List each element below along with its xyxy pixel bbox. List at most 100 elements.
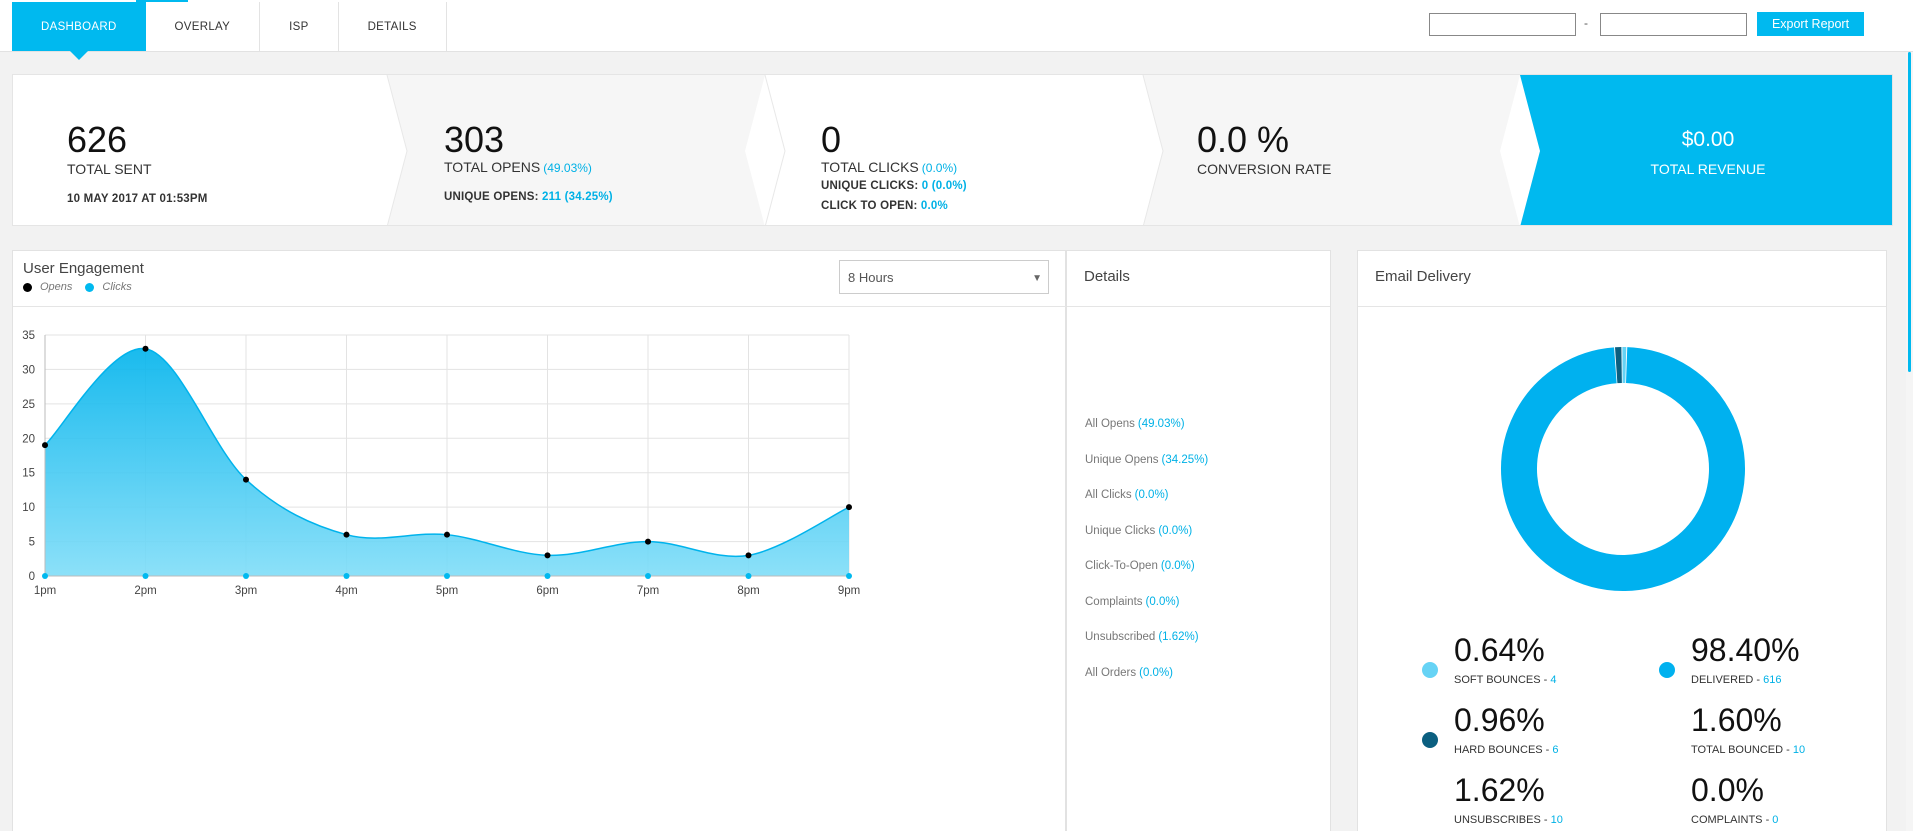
y-tick-label: 15	[22, 468, 35, 480]
total-sent-label: TOTAL SENT	[67, 161, 152, 177]
detail-complaints-label: Complaints	[1085, 596, 1143, 608]
delivered-dot	[1659, 662, 1675, 678]
opens-point	[243, 476, 249, 483]
total-bounced-label: TOTAL BOUNCED	[1691, 744, 1784, 756]
y-tick-label: 0	[29, 571, 35, 583]
conversion-rate-label: CONVERSION RATE	[1197, 161, 1332, 177]
y-tick-label: 35	[22, 330, 35, 342]
x-tick-label: 9pm	[838, 585, 860, 597]
email-delivery-panel: Email Delivery 0.64% SOFT BOUNCES - 4 98…	[1357, 250, 1887, 831]
unique-clicks: UNIQUE CLICKS: 0 (0.0%)	[821, 180, 967, 192]
time-range-select[interactable]: 8 Hours ▼	[839, 260, 1049, 294]
tab-overlay[interactable]: OVERLAY	[145, 2, 261, 51]
detail-all-clicks-value: (0.0%)	[1134, 489, 1169, 501]
stats-chevron-background	[386, 75, 1892, 225]
total-bounced-count: 10	[1792, 744, 1806, 756]
detail-unique-opens: Unique Opens (34.25%)	[1085, 454, 1208, 466]
engagement-title: User Engagement	[23, 260, 144, 277]
delivered-pct: 98.40%	[1691, 632, 1800, 668]
total-bounced-pct: 1.60%	[1691, 702, 1782, 738]
hard-bounces-pct: 0.96%	[1454, 702, 1545, 738]
stat-conversion-bg	[1143, 75, 1520, 225]
complaints-label-row: COMPLAINTS - 0	[1691, 814, 1779, 826]
page-scrollbar-thumb[interactable]	[1908, 52, 1911, 372]
detail-all-opens-label: All Opens	[1085, 418, 1135, 430]
unsubscribes-count: 10	[1550, 814, 1563, 826]
total-clicks-label-row: TOTAL CLICKS (0.0%)	[821, 159, 957, 175]
tab-details[interactable]: DETAILS	[338, 2, 447, 51]
detail-all-orders-label: All Orders	[1085, 667, 1137, 679]
detail-unique-clicks: Unique Clicks (0.0%)	[1085, 525, 1192, 537]
engagement-header: User Engagement Opens Clicks 8 Hours ▼	[13, 251, 1067, 307]
detail-unsubscribed-label: Unsubscribed	[1085, 631, 1156, 643]
x-tick-label: 4pm	[335, 585, 357, 597]
unique-clicks-value: 0 (0.0%)	[921, 180, 967, 192]
x-tick-label: 7pm	[637, 585, 659, 597]
complaints-pct: 0.0%	[1691, 772, 1764, 808]
chevron-down-icon: ▼	[1032, 273, 1042, 284]
legend-opens[interactable]: Opens	[23, 281, 72, 293]
unsubscribes-label-row: UNSUBSCRIBES - 10	[1454, 814, 1563, 826]
total-clicks-value: 0	[821, 119, 842, 160]
click-to-open-value: 0.0%	[920, 200, 948, 212]
y-tick-label: 5	[29, 537, 35, 549]
x-tick-label: 8pm	[737, 585, 759, 597]
detail-all-clicks: All Clicks (0.0%)	[1085, 489, 1169, 501]
unique-opens-label: UNIQUE OPENS:	[444, 191, 539, 203]
hard-bounces-count: 6	[1552, 744, 1559, 756]
detail-unique-opens-value: (34.25%)	[1161, 454, 1209, 466]
clicks-point	[343, 573, 350, 579]
clicks-point	[645, 573, 651, 579]
x-tick-label: 3pm	[235, 585, 257, 597]
legend-clicks-dot	[85, 282, 95, 292]
tab-accent-line	[136, 0, 188, 2]
total-opens-pct: (49.03%)	[543, 161, 592, 175]
hard-bounces-label: HARD BOUNCES	[1454, 744, 1543, 756]
clicks-point	[243, 573, 249, 579]
delivery-donut-chart	[1501, 347, 1745, 591]
engagement-legend: Opens Clicks	[23, 281, 145, 293]
tab-isp[interactable]: ISP	[260, 2, 339, 51]
legend-opens-dot	[23, 282, 32, 292]
detail-all-opens-value: (49.03%)	[1137, 418, 1185, 430]
soft-bounces-label: SOFT BOUNCES	[1454, 674, 1541, 686]
x-tick-label: 2pm	[134, 585, 156, 597]
details-panel: Details All Opens (49.03%) Unique Opens (3…	[1066, 250, 1331, 831]
date-from-input[interactable]	[1429, 13, 1576, 36]
opens-point	[645, 538, 651, 545]
date-to-input[interactable]	[1600, 13, 1747, 36]
y-tick-label: 25	[22, 399, 35, 411]
top-navigation-bar: DASHBOARD OVERLAY ISP DETAILS - Export R…	[0, 0, 1913, 60]
detail-click-to-open-value: (0.0%)	[1160, 560, 1195, 572]
y-tick-label: 30	[22, 364, 35, 376]
total-revenue-value: $0.00	[1681, 128, 1735, 151]
delivered-label-row: DELIVERED - 616	[1691, 674, 1782, 686]
clicks-point	[846, 573, 852, 579]
time-range-value: 8 Hours	[848, 269, 894, 285]
total-clicks-pct: (0.0%)	[921, 161, 958, 175]
detail-click-to-open-label: Click-To-Open	[1085, 560, 1158, 572]
stat-revenue-bg	[1520, 75, 1892, 225]
unique-clicks-label: UNIQUE CLICKS:	[821, 180, 919, 192]
email-delivery-title: Email Delivery	[1358, 251, 1886, 307]
hard-bounces-label-row: HARD BOUNCES - 6	[1454, 744, 1559, 756]
page-scrollbar-track[interactable]	[1906, 52, 1913, 831]
opens-point	[343, 531, 350, 538]
tab-dashboard[interactable]: DASHBOARD	[12, 2, 146, 60]
delivered-label: DELIVERED	[1691, 674, 1754, 686]
total-revenue-label: TOTAL REVENUE	[1650, 161, 1766, 177]
unique-opens: UNIQUE OPENS: 211 (34.25%)	[444, 191, 613, 203]
user-engagement-panel: User Engagement Opens Clicks 8 Hours ▼ 0…	[12, 250, 1067, 831]
soft-bounces-label-row: SOFT BOUNCES - 4	[1454, 674, 1557, 686]
y-tick-label: 20	[22, 433, 35, 445]
clicks-point	[42, 573, 48, 579]
opens-point	[745, 552, 752, 559]
clicks-point	[142, 573, 149, 579]
legend-clicks[interactable]: Clicks	[85, 281, 132, 293]
detail-complaints: Complaints (0.0%)	[1085, 596, 1179, 608]
export-report-button[interactable]: Export Report	[1757, 12, 1864, 36]
x-tick-label: 6pm	[536, 585, 558, 597]
x-tick-label: 5pm	[436, 585, 458, 597]
total-opens-label: TOTAL OPENS	[444, 159, 541, 175]
opens-point	[142, 345, 149, 352]
